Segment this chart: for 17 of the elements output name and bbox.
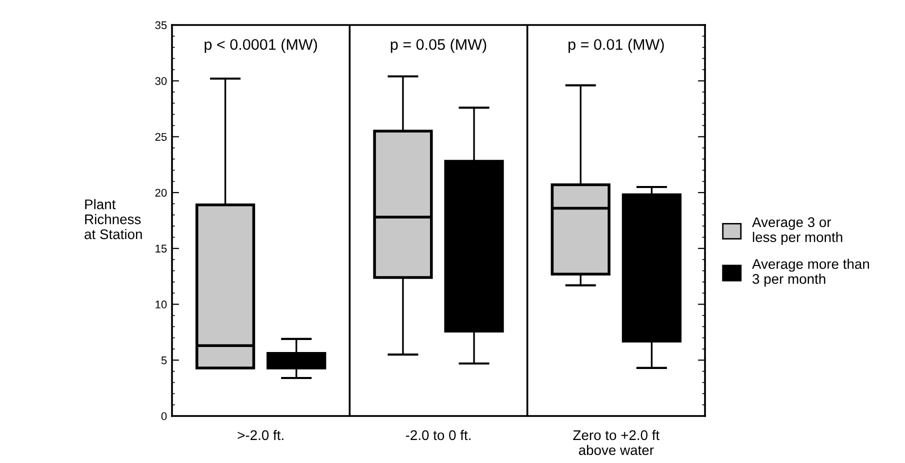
y-tick-label: 20	[155, 188, 167, 197]
y-tick-label: 15	[156, 244, 167, 253]
y-tick-label: 30	[155, 77, 167, 85]
x-tick-label: Zero to +2.0 ft above water	[573, 430, 660, 456]
x-tick-label: >-2.0 ft.	[238, 430, 284, 440]
x-tick-label: -2.0 to 0 ft.	[406, 430, 470, 440]
annotation: p = 0.05 (MW)	[390, 38, 486, 53]
y-tick-label: 10	[156, 300, 167, 308]
annotation: p < 0.0001 (MW)	[204, 38, 317, 53]
y-axis-title: Plant Richness at Station	[84, 199, 142, 240]
y-tick-label: 35	[155, 21, 167, 30]
y-tick-label: 25	[155, 132, 167, 141]
y-tick-label: 0	[161, 412, 167, 420]
legend-label: Average more than 3 per month	[752, 258, 869, 287]
legend-label: Average 3 or less per month	[752, 217, 842, 245]
annotation: p = 0.01 (MW)	[568, 38, 664, 53]
y-tick-label: 5	[161, 356, 167, 364]
